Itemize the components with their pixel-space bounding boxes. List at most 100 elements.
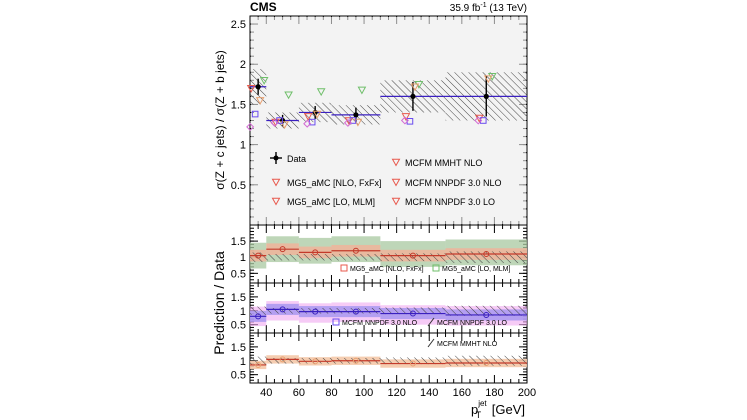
- ratio-panel-mmht: 0.5 1 1.5 40 60 80 100 120 140 160 180 200 MCFM MMHT…: [231, 332, 536, 399]
- ratio-nnpdf-data-uncertainty: [331, 308, 381, 314]
- ratio-nnpdf-legend-nlo-label: MCFM NNPDF 3.0 NLO: [342, 320, 418, 327]
- ratio-mmht-x-tick-label: 180: [485, 387, 503, 399]
- nnpdf-nlo-ratio-marker: [409, 310, 416, 317]
- legend-mcfm-nnpdf-nlo-symbol: [391, 178, 401, 187]
- mmht-nlo-ratio-marker: [255, 361, 262, 368]
- ratio-mmht-x-tick-label: 40: [260, 387, 272, 399]
- luminosity-exponent: -1: [480, 2, 486, 9]
- mcfm-nnpdf-nlo-marker: [251, 110, 259, 118]
- ratio-nnpdf-data-uncertainty: [445, 305, 527, 316]
- mcfm-mmht-marker: [255, 97, 265, 105]
- ratio-mmht-data-uncertainty: [266, 358, 299, 364]
- plot-panels: 0.5 1 1.5 2 2.5 Data MG5_aMC [NLO, FxFx] MG5_aM…: [231, 15, 536, 399]
- luminosity-label: 35.9 fb-1 (13 TeV): [450, 2, 527, 14]
- mg5-nlo-ratio-marker: [255, 252, 262, 259]
- x-axis-title-sup: jet: [477, 399, 487, 408]
- mg5-nlo-ratio-marker: [279, 246, 286, 253]
- mcfm-nnpdf-lo-marker: [400, 116, 409, 125]
- main-panel: 0.5 1 1.5 2 2.5 Data MG5_aMC [NLO, FxFx] MG5_aM…: [231, 15, 528, 226]
- mcfm-mmht-marker: [410, 83, 420, 92]
- ratio-mg5-data-uncertainty: [250, 252, 267, 263]
- mcfm-nnpdf-nlo-marker: [276, 117, 283, 124]
- nnpdf-nlo-ratio-marker: [483, 311, 490, 318]
- ratio-nnpdf-data-uncertainty: [266, 308, 299, 314]
- luminosity-prefix: 35.9 fb: [450, 3, 481, 14]
- mcfm-mmht-marker: [483, 75, 493, 84]
- ratio-mg5-y-tick-label: 1.5: [231, 236, 246, 248]
- ratio-mg5-legend-lo-label: MG5_aMC [LO, MLM]: [442, 266, 511, 273]
- mg5-nlo-marker: [246, 85, 256, 93]
- ratio-mmht-x-tick-label: 80: [325, 387, 337, 399]
- legend-data-dot: [273, 155, 279, 161]
- ratio-nnpdf-legend-lo-label: MCFM NNPDF 3.0 LO: [437, 320, 508, 327]
- ratio-mmht-legend-label: MCFM MMHT NLO: [437, 341, 498, 348]
- legend-data-label: Data: [287, 154, 306, 164]
- mg5-lo-marker: [316, 88, 326, 97]
- legend-mg5-lo-label: MG5_aMC [LO, MLM]: [287, 197, 375, 207]
- mg5-lo-marker: [259, 77, 269, 85]
- ratio-mg5-data-uncertainty: [298, 254, 332, 261]
- ratio-mg5-data-uncertainty: [266, 254, 299, 261]
- main-y-tick-label: 1: [240, 140, 246, 152]
- x-axis-title-sub: T: [476, 410, 482, 420]
- nnpdf-nlo-ratio-marker: [255, 313, 262, 320]
- ratio-nnpdf-y-tick-label: 1: [240, 306, 246, 318]
- mg5-nlo-ratio-marker: [352, 247, 359, 254]
- ratio-mmht-legend-symbol: [427, 338, 435, 348]
- legend-mcfm-nnpdf-lo-label: MCFM NNPDF 3.0 LO: [405, 197, 495, 207]
- ratio-mg5-y-tick-label: 0.5: [231, 268, 246, 280]
- ratio-nnpdf-data-uncertainty: [250, 306, 267, 315]
- mmht-nlo-ratio-marker: [352, 357, 359, 364]
- mmht-nlo-ratio-marker: [409, 360, 416, 367]
- ratio-panel-mg5: 0.5 1 1.5 MG5_aMC [NLO, FxFx] MG5_aMC [LO, M…: [231, 224, 528, 284]
- ratio-mg5-data-uncertainty: [445, 251, 527, 264]
- x-axis-title-unit: [GeV]: [488, 402, 525, 417]
- ratio-mg5-y-tick-label: 1: [240, 252, 246, 264]
- mcfm-nnpdf-lo-marker: [343, 118, 352, 127]
- ratio-mg5-legend-nlo-symbol: [340, 264, 348, 272]
- ratio-y-axis-title: Prediction / Data: [211, 251, 227, 355]
- experiment-label: CMS: [250, 0, 277, 14]
- mg5-lo-marker: [414, 81, 424, 89]
- mg5-nlo-marker: [303, 113, 313, 122]
- ratio-mmht-y-tick-label: 0.5: [231, 370, 246, 382]
- ratio-panel-nnpdf: 0.5 1 1.5 MCFM NNPDF 3.0 NLO MCFM NNPDF 3.0 …: [231, 282, 528, 334]
- luminosity-suffix: (13 TeV): [487, 3, 527, 14]
- data-point: [353, 112, 359, 118]
- nnpdf-nlo-ratio-marker: [279, 306, 286, 313]
- mg5-lo-marker: [284, 91, 293, 100]
- ratio-nnpdf-legend-lo-symbol: [427, 317, 435, 327]
- ratio-mmht-y-tick-label: 1: [240, 356, 246, 368]
- legend-mg5-lo-symbol: [271, 197, 281, 206]
- ratio-nnpdf-legend-nlo-symbol: [332, 318, 340, 326]
- ratio-nnpdf-y-tick-label: 0.5: [231, 320, 246, 332]
- ratio-mmht-y-tick-label: 1.5: [231, 342, 246, 354]
- main-y-tick-label: 2: [240, 59, 246, 71]
- ratio-mmht-x-tick-label: 200: [518, 387, 536, 399]
- data-point: [410, 93, 416, 99]
- mmht-nlo-ratio-marker: [483, 360, 490, 366]
- mg5-lo-marker: [357, 86, 367, 95]
- x-axis-title: pjet T [GeV]: [471, 399, 525, 420]
- legend-mg5-nlo-label: MG5_aMC [NLO, FxFx]: [287, 178, 382, 188]
- legend-mcfm-mmht-label: MCFM MMHT NLO: [405, 158, 482, 168]
- mcfm-nnpdf-lo-marker: [270, 118, 279, 127]
- main-y-tick-label: 2.5: [231, 19, 246, 31]
- legend-mcfm-nnpdf-nlo-label: MCFM NNPDF 3.0 NLO: [405, 178, 502, 188]
- main-y-tick-label: 0.5: [231, 180, 246, 192]
- ratio-mg5-data-uncertainty: [380, 253, 446, 262]
- mcfm-mmht-marker: [280, 121, 289, 130]
- mmht-nlo-ratio-marker: [312, 358, 319, 365]
- mcfm-nnpdf-nlo-marker: [349, 117, 357, 124]
- nnpdf-nlo-ratio-marker: [352, 308, 359, 315]
- legend-mcfm-nnpdf-lo-symbol: [391, 197, 401, 206]
- mcfm-nnpdf-lo-marker: [303, 119, 312, 128]
- ratio-mmht-x-tick-label: 100: [355, 387, 373, 399]
- mmht-nlo-ratio-marker: [279, 356, 286, 363]
- ratio-nnpdf-data-uncertainty: [298, 308, 332, 314]
- mcfm-nnpdf-lo-marker: [246, 122, 255, 131]
- main-y-axis-title: σ(Z + c jets) / σ(Z + b jets): [213, 50, 227, 190]
- ratio-mmht-data-uncertainty: [250, 356, 267, 365]
- mg5-nlo-ratio-marker: [409, 252, 416, 259]
- mg5-nlo-ratio-marker: [312, 249, 319, 256]
